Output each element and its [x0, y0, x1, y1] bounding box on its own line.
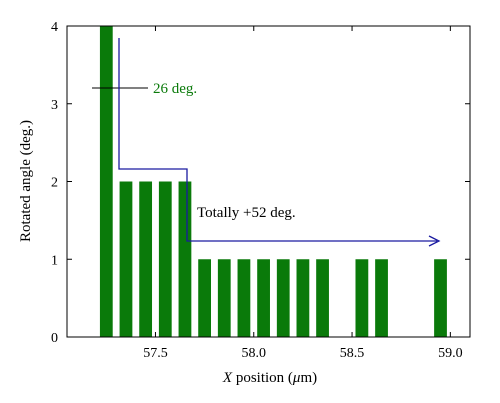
bar-3 [158, 181, 172, 337]
x-tick-label: 59.0 [438, 346, 463, 361]
x-axis-label: X position (μm) [222, 370, 317, 386]
bar-1 [119, 181, 133, 337]
annotation-26-deg: 26 deg. [153, 81, 197, 97]
bar-9 [276, 259, 290, 337]
bar-12 [355, 259, 369, 337]
bar-2 [139, 181, 153, 337]
annotation-total: Totally +52 deg. [197, 205, 296, 221]
x-tick-label: 58.0 [242, 346, 267, 361]
bar-8 [257, 259, 270, 337]
y-tick-label: 1 [51, 253, 58, 268]
bar-14 [434, 259, 447, 337]
y-axis-ticks: 0 1 2 3 4 [51, 20, 470, 346]
y-tick-label: 0 [51, 331, 58, 346]
bar-5 [198, 259, 211, 337]
bar-4 [178, 181, 192, 337]
bar-13 [375, 259, 388, 337]
bar-11 [316, 259, 329, 337]
bar-6 [217, 259, 231, 337]
x-tick-label: 57.5 [143, 346, 168, 361]
x-tick-label: 58.5 [340, 346, 365, 361]
x-axis-ticks: 57.5 58.0 58.5 59.0 [143, 26, 463, 361]
y-tick-label: 3 [51, 98, 58, 113]
bars-group [99, 26, 447, 337]
step-arrow-path [118, 38, 437, 242]
arrow-head [428, 235, 441, 247]
y-tick-label: 2 [51, 176, 58, 191]
bar-0 [99, 26, 113, 337]
y-tick-label: 4 [51, 20, 58, 35]
bar-10 [296, 259, 310, 337]
bar-7 [237, 259, 251, 337]
y-axis-label: Rotated angle (deg.) [18, 120, 34, 242]
